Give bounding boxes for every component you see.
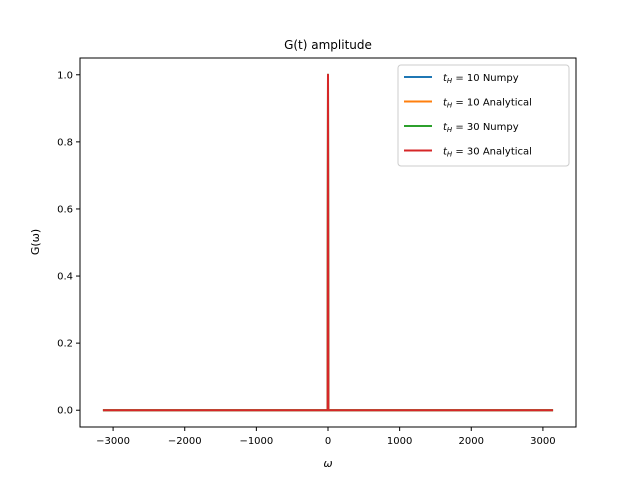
y-axis-ticks: 0.0 0.2 0.4 0.6 0.8 1.0 bbox=[57, 70, 80, 417]
legend-label-1: tH = 10 Numpy bbox=[443, 73, 519, 85]
legend-label-text: = 10 Analytical bbox=[452, 98, 532, 109]
x-tick-label: −2000 bbox=[168, 436, 202, 447]
legend-box bbox=[397, 64, 570, 167]
y-tick-label: 0.4 bbox=[57, 272, 73, 283]
y-tick-label: 0.0 bbox=[57, 406, 73, 417]
legend-label-2: tH = 10 Analytical bbox=[443, 98, 532, 110]
plot-area bbox=[79, 57, 577, 428]
x-axis-ticks: −3000 −2000 −1000 0 1000 2000 3000 bbox=[96, 427, 556, 447]
y-tick-label: 0.2 bbox=[57, 339, 73, 350]
series-line-4 bbox=[102, 73, 554, 412]
legend-label-subscript: H bbox=[447, 102, 453, 110]
legend-label-subscript: H bbox=[447, 77, 453, 85]
y-axis-label: G(ω) bbox=[29, 229, 42, 255]
x-tick-label: −3000 bbox=[96, 436, 130, 447]
series-layer bbox=[102, 73, 554, 412]
legend-label-var: t bbox=[443, 98, 448, 109]
legend-label-subscript: H bbox=[447, 126, 453, 134]
legend-label-3: tH = 30 Numpy bbox=[443, 122, 519, 134]
legend-label-var: t bbox=[443, 73, 448, 84]
legend-label-subscript: H bbox=[447, 151, 453, 159]
x-axis-label: ω bbox=[323, 457, 332, 470]
legend-label-var: t bbox=[443, 147, 448, 158]
chart-title: G(t) amplitude bbox=[284, 38, 372, 52]
x-tick-label: 0 bbox=[325, 436, 331, 447]
y-tick-label: 0.6 bbox=[57, 204, 73, 215]
x-tick-label: 1000 bbox=[387, 436, 412, 447]
legend-label-var: t bbox=[443, 122, 448, 133]
x-tick-label: −1000 bbox=[239, 436, 273, 447]
legend-label-text: = 30 Analytical bbox=[452, 147, 532, 158]
legend-label-4: tH = 30 Analytical bbox=[443, 147, 532, 159]
y-tick-label: 1.0 bbox=[57, 70, 73, 81]
x-tick-label: 3000 bbox=[530, 436, 555, 447]
legend-label-text: = 30 Numpy bbox=[452, 122, 519, 133]
legend-label-text: = 10 Numpy bbox=[452, 73, 519, 84]
y-tick-label: 0.8 bbox=[57, 137, 73, 148]
x-tick-label: 2000 bbox=[459, 436, 484, 447]
